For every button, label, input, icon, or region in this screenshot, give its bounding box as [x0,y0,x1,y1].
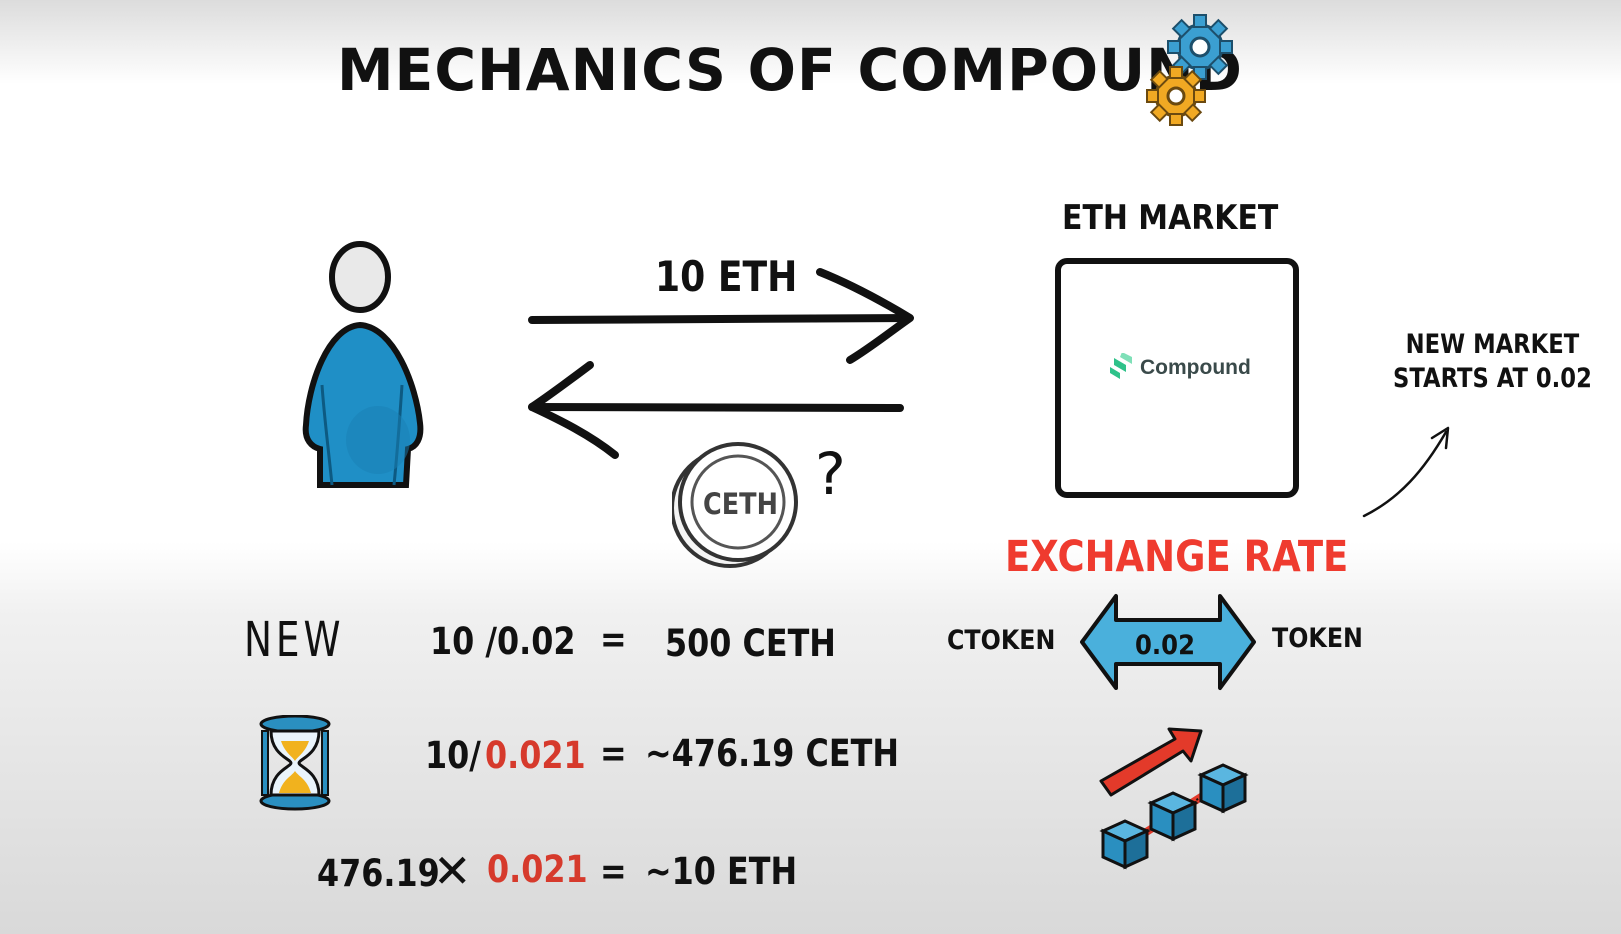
row1-equals: = [600,618,627,661]
hourglass-icon [259,715,331,811]
ctoken-label: CTOKEN [947,625,1056,656]
new-market-note: NEW MARKET STARTS AT 0.02 [1393,328,1592,396]
gear-blue [1167,14,1233,80]
question-mark: ? [815,440,846,508]
row3-multiply: ✕ [433,844,472,898]
exchange-rate-label: EXCHANGE RATE [1005,532,1349,582]
row2-lhs-a: 10/ [425,734,481,777]
row1-rhs: 500 CETH [665,622,836,665]
row2-equals: = [600,732,627,775]
row3-lhs-b: 0.021 [487,848,588,891]
token-label: TOKEN [1272,623,1363,654]
gears-icon [1146,14,1233,126]
row3-rhs: ~10 ETH [645,850,798,893]
ceth-coin-label: CETH [703,487,778,521]
cube-2 [1147,791,1199,842]
exchange-rate-value: 0.02 [1135,630,1195,661]
new-market-note-line2: STARTS AT 0.02 [1393,363,1592,394]
row2-rhs: ~476.19 CETH [645,732,899,775]
blockchain-growth-icon [1099,727,1249,870]
gear-orange [1146,66,1206,126]
row3-lhs-a: 476.19 [317,852,440,895]
compound-market-box [1055,258,1299,498]
cube-1 [1099,819,1151,870]
row2-lhs-b: 0.021 [485,734,586,777]
deposit-amount-label: 10 ETH [655,252,798,301]
eth-market-label: ETH MARKET [1062,198,1279,238]
right-arrow [528,268,914,364]
new-label: NEW [244,612,345,668]
cube-3 [1197,763,1249,814]
flow-arrows [528,268,914,459]
compound-logo: Compound [1108,353,1251,383]
note-pointer-arrow [1362,426,1450,518]
compound-logo-text: Compound [1140,356,1251,379]
ceth-coin-icon [672,442,798,568]
growth-arrow [1099,727,1203,797]
user-icon [302,241,424,488]
row3-equals: = [600,850,627,893]
new-market-note-line1: NEW MARKET [1405,329,1580,360]
compound-logo-icon [1110,353,1132,379]
row1-lhs: 10 /0.02 [430,620,576,663]
page-title: MECHANICS OF COMPOUND [337,36,1243,104]
left-arrow [528,361,904,459]
exchange-double-arrow [1080,594,1256,690]
